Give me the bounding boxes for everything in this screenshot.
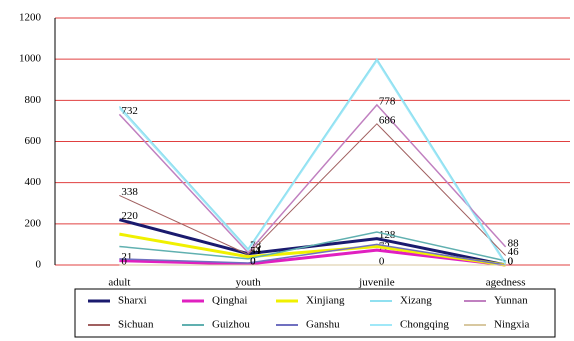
data-label: 778 xyxy=(379,95,396,107)
series-line xyxy=(118,57,507,264)
y-tick-label: 0 xyxy=(36,259,42,271)
legend-label: Qinghai xyxy=(212,295,247,307)
data-label: 46 xyxy=(508,246,520,258)
data-label: 0 xyxy=(379,256,385,268)
data-label: 44 xyxy=(250,244,262,256)
x-tick-label: juvenile xyxy=(358,277,395,289)
series-line xyxy=(119,123,506,256)
legend-label: Ningxia xyxy=(494,319,530,331)
legend-label: Chongqing xyxy=(400,319,449,331)
series-line xyxy=(119,232,506,267)
data-label: 51 xyxy=(250,245,261,257)
data-label: 0 xyxy=(121,256,127,268)
series-line xyxy=(119,231,506,262)
y-tick-label: 200 xyxy=(25,217,42,229)
series-line xyxy=(118,103,507,254)
legend-label: Xinjiang xyxy=(306,295,345,307)
data-label: 338 xyxy=(121,186,138,198)
data-label: 0 xyxy=(250,256,256,268)
legend-label: Yunnan xyxy=(494,295,528,307)
data-label: 78 xyxy=(250,239,262,251)
data-label: 88 xyxy=(508,237,520,249)
data-label: 21 xyxy=(121,251,132,263)
data-label: 0 xyxy=(250,255,256,267)
data-label: 686 xyxy=(379,114,396,126)
x-tick-label: agedness xyxy=(486,277,526,289)
legend-label: Sharxi xyxy=(118,295,147,307)
x-tick-label: youth xyxy=(236,277,262,289)
series-line xyxy=(119,243,506,266)
y-tick-label: 1000 xyxy=(19,53,42,65)
y-tick-label: 600 xyxy=(25,135,42,147)
legend-box xyxy=(74,288,556,338)
x-tick-label: adult xyxy=(108,277,130,289)
legend-label: Sichuan xyxy=(118,319,154,331)
series-line xyxy=(119,60,507,266)
legend-label: Xizang xyxy=(400,295,432,307)
series-line xyxy=(119,248,506,267)
data-label: 732 xyxy=(121,105,138,117)
legend-label: Ganshu xyxy=(306,319,340,331)
legend-label: Guizhou xyxy=(212,319,250,331)
y-tick-label: 800 xyxy=(25,94,42,106)
data-label: 0 xyxy=(508,256,514,268)
data-label: 0 xyxy=(508,256,514,268)
y-tick-label: 400 xyxy=(25,176,42,188)
data-label: 220 xyxy=(121,210,138,222)
y-tick-label: 1200 xyxy=(19,12,42,24)
